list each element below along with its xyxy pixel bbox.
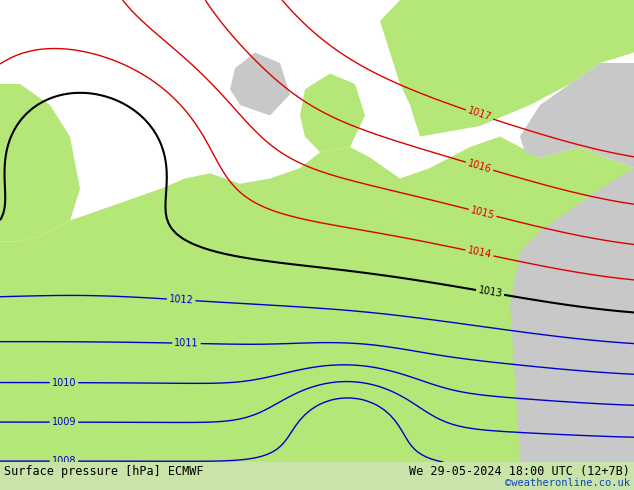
Text: Surface pressure [hPa] ECMWF: Surface pressure [hPa] ECMWF — [4, 465, 204, 478]
Text: 1016: 1016 — [467, 158, 493, 174]
Polygon shape — [230, 52, 290, 116]
Text: 1013: 1013 — [477, 285, 503, 299]
Text: 1012: 1012 — [169, 294, 194, 306]
Text: 1009: 1009 — [52, 417, 76, 427]
Text: 1015: 1015 — [470, 205, 496, 220]
Text: 1011: 1011 — [174, 338, 199, 348]
Text: 1014: 1014 — [467, 245, 493, 260]
Text: ©weatheronline.co.uk: ©weatheronline.co.uk — [505, 478, 630, 488]
Polygon shape — [510, 168, 634, 462]
Polygon shape — [520, 63, 634, 168]
Polygon shape — [300, 74, 365, 152]
Text: 1017: 1017 — [466, 106, 493, 123]
FancyBboxPatch shape — [0, 462, 634, 490]
Text: 1010: 1010 — [51, 378, 76, 388]
Text: We 29-05-2024 18:00 UTC (12+7B): We 29-05-2024 18:00 UTC (12+7B) — [409, 465, 630, 478]
Text: 1008: 1008 — [52, 456, 76, 466]
Polygon shape — [0, 137, 634, 462]
Polygon shape — [0, 84, 80, 242]
Polygon shape — [380, 0, 634, 137]
